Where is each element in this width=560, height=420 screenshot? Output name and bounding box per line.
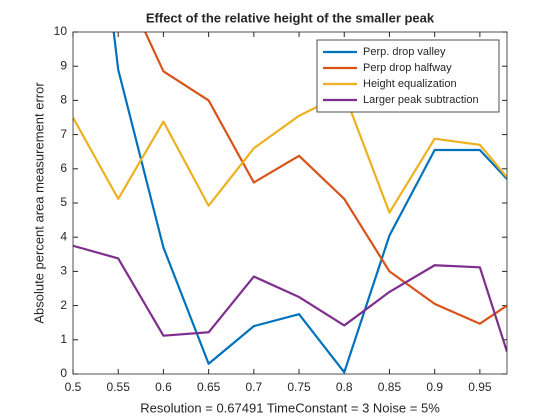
legend-label: Height equalization	[363, 78, 457, 90]
x-tick-label: 0.85	[378, 380, 402, 394]
x-tick-label: 0.6	[155, 380, 172, 394]
y-axis-label: Absolute percent area measurement error	[31, 82, 46, 324]
y-tick-label: 10	[54, 24, 68, 38]
y-tick-label: 4	[60, 229, 67, 243]
line	[143, 32, 507, 325]
line	[73, 92, 507, 214]
x-axis-label: Resolution = 0.67491 TimeConstant = 3 No…	[140, 400, 440, 415]
plot-area	[73, 32, 507, 374]
y-tick-label: 0	[60, 366, 67, 380]
y-tick-label: 9	[60, 58, 67, 72]
y-tick-label: 3	[60, 264, 67, 278]
line	[112, 32, 507, 374]
y-tick-label: 7	[60, 127, 67, 141]
legend-label: Larger peak subtraction	[363, 94, 479, 106]
y-tick-label: 2	[60, 298, 67, 312]
x-tick-label: 0.5	[65, 380, 82, 394]
line	[73, 244, 507, 353]
x-tick-label: 0.55	[107, 380, 131, 394]
x-tick-label: 0.95	[468, 380, 492, 394]
y-tick-label: 5	[60, 195, 67, 209]
y-tick-label: 8	[60, 93, 67, 107]
axes-box	[72, 31, 508, 375]
legend-label: Perp drop halfway	[363, 62, 452, 74]
legend: Perp. drop valley Perp drop halfway Height…	[316, 39, 500, 113]
chart-title: Effect of the relative height of the sma…	[146, 10, 435, 25]
legend-label: Perp. drop valley	[363, 46, 446, 58]
y-tick-label: 6	[60, 161, 67, 175]
x-tick-label: 0.65	[197, 380, 221, 394]
y-tick-label: 1	[60, 332, 67, 346]
x-tick-label: 0.75	[287, 380, 311, 394]
x-tick-label: 0.9	[426, 380, 443, 394]
x-tick-label: 0.8	[336, 380, 353, 394]
x-tick-label: 0.7	[245, 380, 262, 394]
